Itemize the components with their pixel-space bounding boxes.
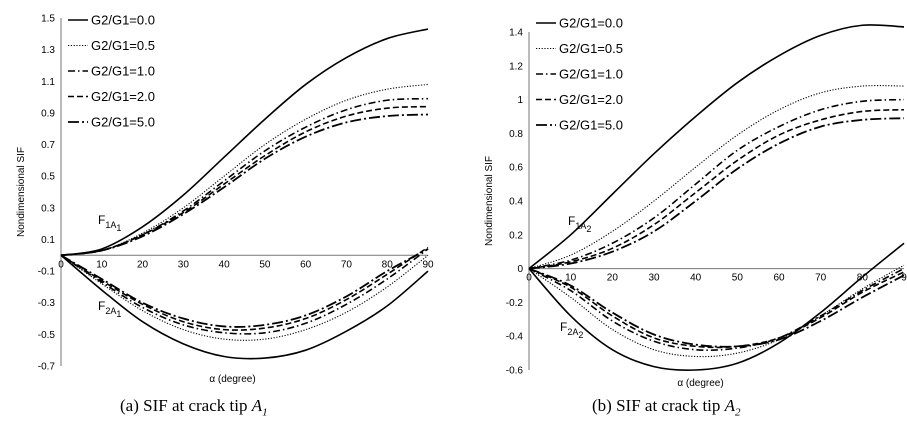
x-axis-title: α (degree): [677, 378, 723, 389]
caption-a-prefix: (a) SIF at crack tip: [120, 396, 252, 415]
y-tick-label: 1.5: [41, 14, 55, 25]
series-line-4-f1: [60, 105, 429, 257]
legend-entry: G2/G1=2.0: [559, 92, 623, 107]
y-tick-label: 0.3: [41, 203, 55, 214]
y-tick-label: -0.4: [506, 332, 524, 343]
y-tick-label: -0.3: [38, 298, 56, 309]
y-tick-label: 0.5: [41, 172, 55, 183]
series-line-5-f2: [528, 267, 905, 348]
x-tick-label: 10: [96, 259, 108, 270]
legend: G2/G1=0.0 G2/G1=0.5 G2/G1=1.0 G2/G1=2.0 G2/G…: [536, 16, 623, 133]
series-line-4-f2: [528, 267, 905, 349]
caption-a-italic: A: [251, 396, 263, 415]
series-line-3-f2: [528, 267, 905, 352]
chart-b: 0 10 20 30 40 50 60 70 80 9 1.4 1.2 1 0.8 0.6 0.4 0.2 0 -0…: [484, 16, 907, 390]
caption-a: (a) SIF at crack tip A1: [120, 396, 268, 418]
x-tick-label: 40: [219, 259, 231, 270]
series-line-1-f2: [60, 254, 429, 360]
y-tick-label: 0.6: [509, 163, 523, 174]
y-tick-label: 0.9: [41, 108, 55, 119]
series-line-5-f2: [60, 248, 429, 328]
y-tick-label: -0.1: [38, 267, 56, 278]
x-tick-label: 70: [341, 259, 353, 270]
x-axis-title: α (degree): [209, 374, 255, 385]
y-tick-label: 0.2: [509, 230, 523, 241]
series-line-2-f1: [60, 83, 429, 256]
curve-label-f2: F2A2: [560, 320, 583, 340]
legend-entry: G2/G1=5.0: [559, 118, 623, 133]
x-tick-label: 90: [422, 259, 434, 270]
x-tick-label: 20: [137, 259, 149, 270]
caption-b-prefix: (b) SIF at crack tip: [592, 396, 725, 415]
x-tick-label: 0: [526, 273, 532, 284]
x-tick-label: 0: [58, 259, 64, 270]
legend-entry: G2/G1=0.5: [559, 41, 623, 56]
y-tick-label: 0.8: [509, 129, 523, 140]
y-tick-label: -0.7: [38, 362, 56, 373]
series-line-1-f2: [528, 242, 905, 371]
caption-b-italic: A: [724, 396, 736, 415]
series-line-5-f1: [60, 113, 429, 257]
legend-entry: G2/G1=1.0: [559, 67, 623, 82]
legend-entry: G2/G1=0.0: [559, 16, 623, 31]
legend-entry: G2/G1=5.0: [91, 115, 155, 130]
x-tick-label: 50: [259, 259, 271, 270]
x-tick-label: 9: [901, 273, 907, 284]
legend: G2/G1=0.0 G2/G1=0.5 G2/G1=1.0 G2/G1=2.0 G2/G…: [68, 13, 155, 130]
y-tick-label: 0.7: [41, 140, 55, 151]
caption-b: (b) SIF at crack tip A2: [592, 396, 741, 418]
series-line-1-f1: [528, 24, 905, 270]
series-line-5-f1: [528, 117, 905, 270]
y-axis-title: Nondimensional SIF: [16, 147, 27, 237]
caption-b-sub: 2: [735, 406, 741, 419]
y-tick-label: 0: [517, 264, 523, 275]
legend-entry: G2/G1=0.0: [91, 13, 155, 28]
y-tick-label: 1: [517, 95, 523, 106]
curve-label-f2: F2A1: [98, 299, 121, 319]
y-tick-label: 0.4: [509, 197, 523, 208]
y-tick-label: 0.1: [41, 235, 55, 246]
series-line-4-f1: [528, 108, 905, 270]
curve-label-f1: F1A1: [98, 213, 121, 233]
x-tick-label: 20: [607, 273, 619, 284]
legend-entry: G2/G1=1.0: [91, 64, 155, 79]
series-line-3-f2: [60, 248, 429, 335]
legend-entry: G2/G1=2.0: [91, 89, 155, 104]
curve-label-f1: F1A2: [568, 214, 591, 234]
legend-entry: G2/G1=0.5: [91, 38, 155, 53]
x-tick-label: 60: [300, 259, 312, 270]
series-line-1-f1: [60, 28, 429, 257]
y-tick-label: 1.3: [41, 45, 55, 56]
x-tick-label: 30: [648, 273, 660, 284]
y-tick-label: 1.2: [509, 61, 523, 72]
series-line-2-f1: [528, 85, 905, 270]
y-tick-label: 1.4: [509, 28, 523, 39]
x-tick-label: 60: [773, 273, 785, 284]
x-tick-label: 80: [857, 273, 869, 284]
series-line-3-f1: [528, 98, 905, 270]
x-tick-label: 80: [382, 259, 394, 270]
y-tick-label: -0.2: [506, 298, 524, 309]
x-tick-label: 50: [732, 273, 744, 284]
series-line-2-f2: [60, 254, 429, 341]
x-tick-label: 40: [690, 273, 702, 284]
caption-a-sub: 1: [262, 406, 268, 419]
x-tick-label: 30: [178, 259, 190, 270]
y-axis-title: Nondimensional SIF: [484, 156, 495, 246]
series-line-4-f2: [60, 246, 429, 331]
y-tick-label: 1.1: [41, 77, 55, 88]
y-tick-label: -0.6: [506, 366, 524, 377]
y-tick-label: -0.5: [38, 330, 56, 341]
chart-a: 0 10 20 30 40 50 60 70 80 90 1.5 1.3 1.1 0.9 0.7 0.5 0.3…: [16, 13, 434, 386]
x-tick-label: 70: [815, 273, 827, 284]
x-tick-label: 10: [565, 273, 577, 284]
series-line-2-f2: [528, 264, 905, 358]
